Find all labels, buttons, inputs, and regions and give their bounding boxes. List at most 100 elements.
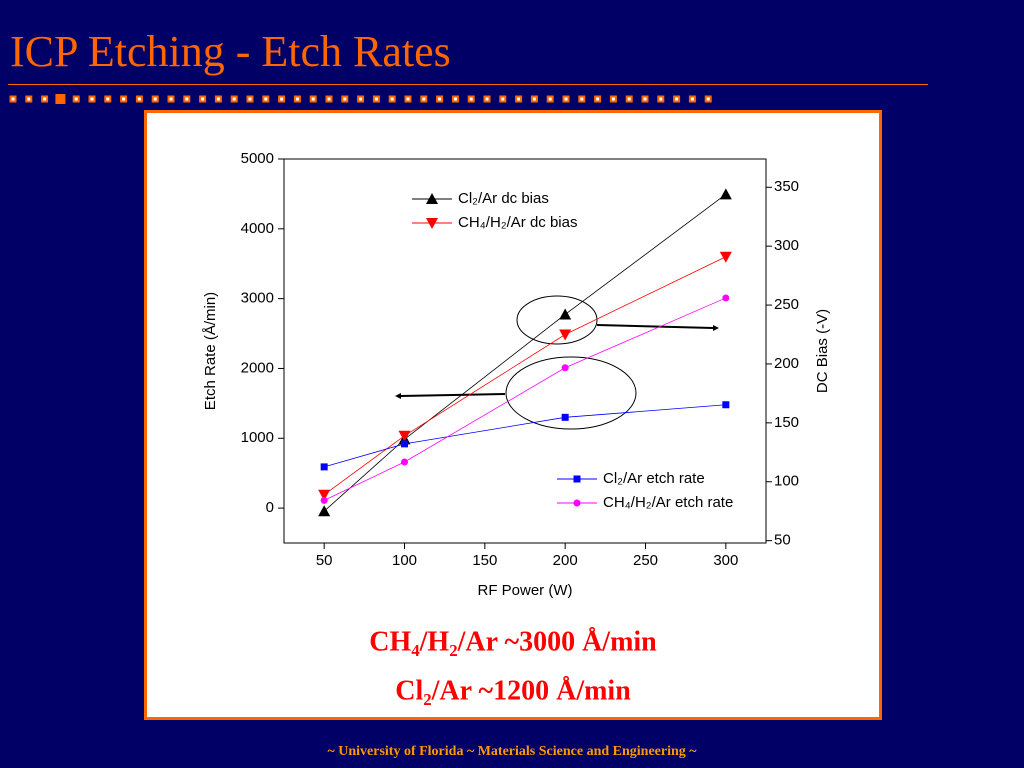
decor-square	[55, 94, 66, 104]
x-tick-label: 100	[392, 552, 417, 569]
decor-square-inner	[232, 97, 236, 101]
decor-squares	[9, 94, 712, 104]
chart: CH₄/H₂/Ar ~3000 Å/min Cl₂/Ar ~1200 Å/min…	[202, 150, 831, 706]
y2-tick-label: 250	[774, 296, 799, 313]
x-axis-label: RF Power (W)	[478, 582, 573, 599]
decor-square-inner	[327, 97, 331, 101]
y2-axis-label: DC Bias (-V)	[814, 309, 831, 393]
x-tick-label: 50	[316, 552, 333, 569]
plot-frame	[283, 158, 767, 544]
annotation-arrowhead	[713, 325, 719, 331]
data-point	[561, 364, 569, 372]
data-point	[559, 308, 572, 320]
y2-tick-label: 200	[774, 355, 799, 372]
highlight-ellipse	[505, 356, 637, 430]
series-line	[323, 297, 726, 501]
decor-square-inner	[343, 97, 347, 101]
decor-square-inner	[501, 97, 505, 101]
decor-square-inner	[216, 97, 220, 101]
y2-tick-label: 100	[774, 473, 799, 490]
caption: Cl₂/Ar ~1200 Å/min	[395, 675, 631, 706]
data-point	[318, 505, 331, 517]
legend-marker	[426, 218, 438, 229]
decor-square-inner	[295, 97, 299, 101]
data-point	[401, 440, 408, 448]
decor-square-inner	[548, 97, 552, 101]
decor-square-inner	[596, 97, 600, 101]
y-axis-label: Etch Rate (Å/min)	[202, 292, 219, 410]
caption: CH₄/H₂/Ar ~3000 Å/min	[369, 626, 657, 657]
data-point	[719, 188, 732, 200]
decor-square-inner	[264, 97, 268, 101]
legend-label: CH₄/H₂/Ar dc bias	[458, 214, 577, 231]
decor-square-inner	[611, 97, 615, 101]
decor-square-inner	[280, 97, 284, 101]
decor-square-inner	[169, 97, 173, 101]
decor-square-inner	[248, 97, 252, 101]
y-tick-label: 1000	[241, 429, 274, 446]
decor-square-inner	[564, 97, 568, 101]
legend-label: CH₄/H₂/Ar etch rate	[603, 494, 733, 511]
data-point	[559, 329, 572, 341]
y-tick-label: 2000	[241, 359, 274, 376]
decor-square-inner	[643, 97, 647, 101]
chart-panel: CH₄/H₂/Ar ~3000 Å/min Cl₂/Ar ~1200 Å/min…	[144, 110, 882, 720]
decor-square-inner	[90, 97, 94, 101]
title-rule	[8, 84, 928, 85]
decor-square-inner	[185, 97, 189, 101]
highlight-ellipse	[516, 295, 598, 345]
data-point	[398, 430, 411, 442]
x-tick-label: 250	[633, 552, 658, 569]
decor-square-inner	[137, 97, 141, 101]
decor-square-inner	[406, 97, 410, 101]
data-point	[401, 458, 408, 466]
legend-marker	[426, 193, 438, 204]
decor-square-inner	[153, 97, 157, 101]
decor-square-inner	[438, 97, 442, 101]
decor-square-inner	[422, 97, 426, 101]
footer: ~ University of Florida ~ Materials Scie…	[327, 744, 697, 759]
decor-square-inner	[106, 97, 110, 101]
decor-square-inner	[675, 97, 679, 101]
decor-square-inner	[390, 97, 394, 101]
x-tick-label: 150	[472, 552, 497, 569]
decor-square-inner	[27, 97, 31, 101]
decor-square-inner	[690, 97, 694, 101]
decor-square-inner	[374, 97, 378, 101]
data-point	[320, 496, 328, 504]
y2-tick-label: 50	[774, 532, 791, 549]
decor-square-inner	[122, 97, 126, 101]
annotation-arrow	[400, 393, 506, 397]
decor-square-inner	[311, 97, 315, 101]
decor-square-inner	[706, 97, 710, 101]
data-point	[320, 463, 328, 471]
data-point	[561, 413, 569, 421]
data-point	[719, 251, 732, 263]
series-line	[323, 194, 727, 512]
decor-square-inner	[469, 97, 473, 101]
decor-square-inner	[453, 97, 457, 101]
annotation-arrow	[596, 324, 714, 329]
series-line	[323, 256, 727, 496]
legend-marker	[573, 499, 581, 507]
annotation-arrowhead	[395, 393, 401, 399]
decor-square-inner	[43, 97, 47, 101]
legend-marker	[573, 475, 581, 483]
data-point	[722, 294, 730, 302]
decor-square-inner	[11, 97, 15, 101]
data-point	[722, 401, 730, 409]
y-tick-label: 4000	[241, 220, 274, 237]
decor-square-inner	[627, 97, 631, 101]
y2-tick-label: 300	[774, 237, 799, 254]
y-tick-label: 5000	[241, 150, 274, 167]
decor-square-inner	[74, 97, 78, 101]
y-tick-label: 3000	[241, 290, 274, 307]
decor-square-inner	[517, 97, 521, 101]
y2-tick-label: 350	[774, 178, 799, 195]
legend-label: Cl₂/Ar dc bias	[458, 190, 549, 207]
y-tick-label: 0	[266, 499, 274, 516]
decor-square-inner	[485, 97, 489, 101]
decor-square-inner	[580, 97, 584, 101]
x-tick-label: 300	[713, 552, 738, 569]
